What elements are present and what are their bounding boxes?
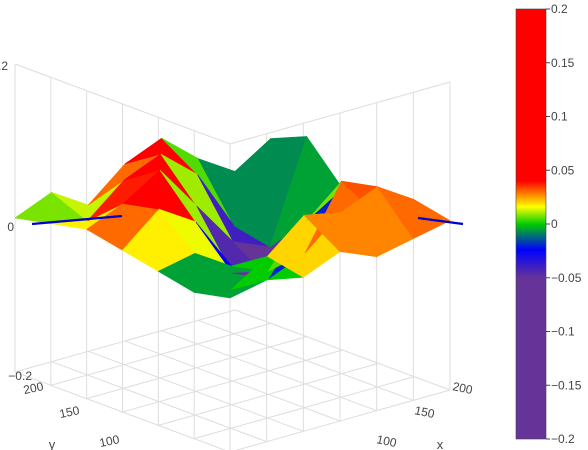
floor-grid-line: [194, 376, 415, 440]
surface[interactable]: [14, 135, 451, 299]
colorbar-tick-label: 0.2: [551, 2, 568, 16]
floor-grid-line: [88, 350, 304, 432]
colorbar-tick-label: 0.1: [551, 110, 568, 124]
y-tick-label: 150: [58, 403, 81, 421]
x-tick-label: 150: [413, 403, 436, 421]
z-tick-top: 0.2: [0, 59, 8, 73]
colorbar-tick-label: 0.05: [551, 163, 575, 177]
z-tick-zero: 0: [7, 220, 14, 234]
wall-top-line: [229, 81, 451, 145]
wall-top-line: [14, 63, 231, 145]
colorbar-tick-label: −0.15: [551, 378, 582, 392]
colorbar-tick-label: −0.1: [551, 325, 575, 339]
colorbar-tick-label: −0.2: [551, 432, 575, 446]
z-tick-bottom: −0.2: [8, 369, 32, 383]
floor-grid-line: [124, 340, 341, 422]
zero-line-right: [417, 216, 464, 226]
colorbar-tick-label: −0.05: [551, 271, 582, 285]
x-tick-label: 100: [375, 432, 398, 450]
y-tick-label: 100: [98, 432, 121, 450]
floor-grid-line: [235, 389, 451, 450]
x-tick-label: 200: [451, 379, 474, 397]
colorbar-gradient[interactable]: [515, 8, 547, 440]
floor-grid-line: [14, 371, 227, 450]
y-axis-title: y: [49, 437, 56, 450]
axis-labels: 0.2 0 −0.2 100 150 200 100 150 200 y x: [0, 59, 474, 450]
surface-patch[interactable]: [376, 186, 451, 239]
colorbar-tick-label: 0: [551, 217, 558, 231]
colorbar[interactable]: 0.2 0.15 0.1 0.05 0 −0.05 −0.1 −0.15 −0.2: [515, 2, 582, 446]
colorbar-tick-label: 0.15: [551, 56, 575, 70]
y-tick-label: 200: [22, 379, 45, 397]
floor-grid-line: [51, 361, 267, 443]
x-axis-title: x: [437, 437, 444, 450]
zero-line-left: [31, 214, 123, 226]
zero-plane-line: [31, 214, 464, 226]
floor-grid-line: [158, 362, 379, 426]
